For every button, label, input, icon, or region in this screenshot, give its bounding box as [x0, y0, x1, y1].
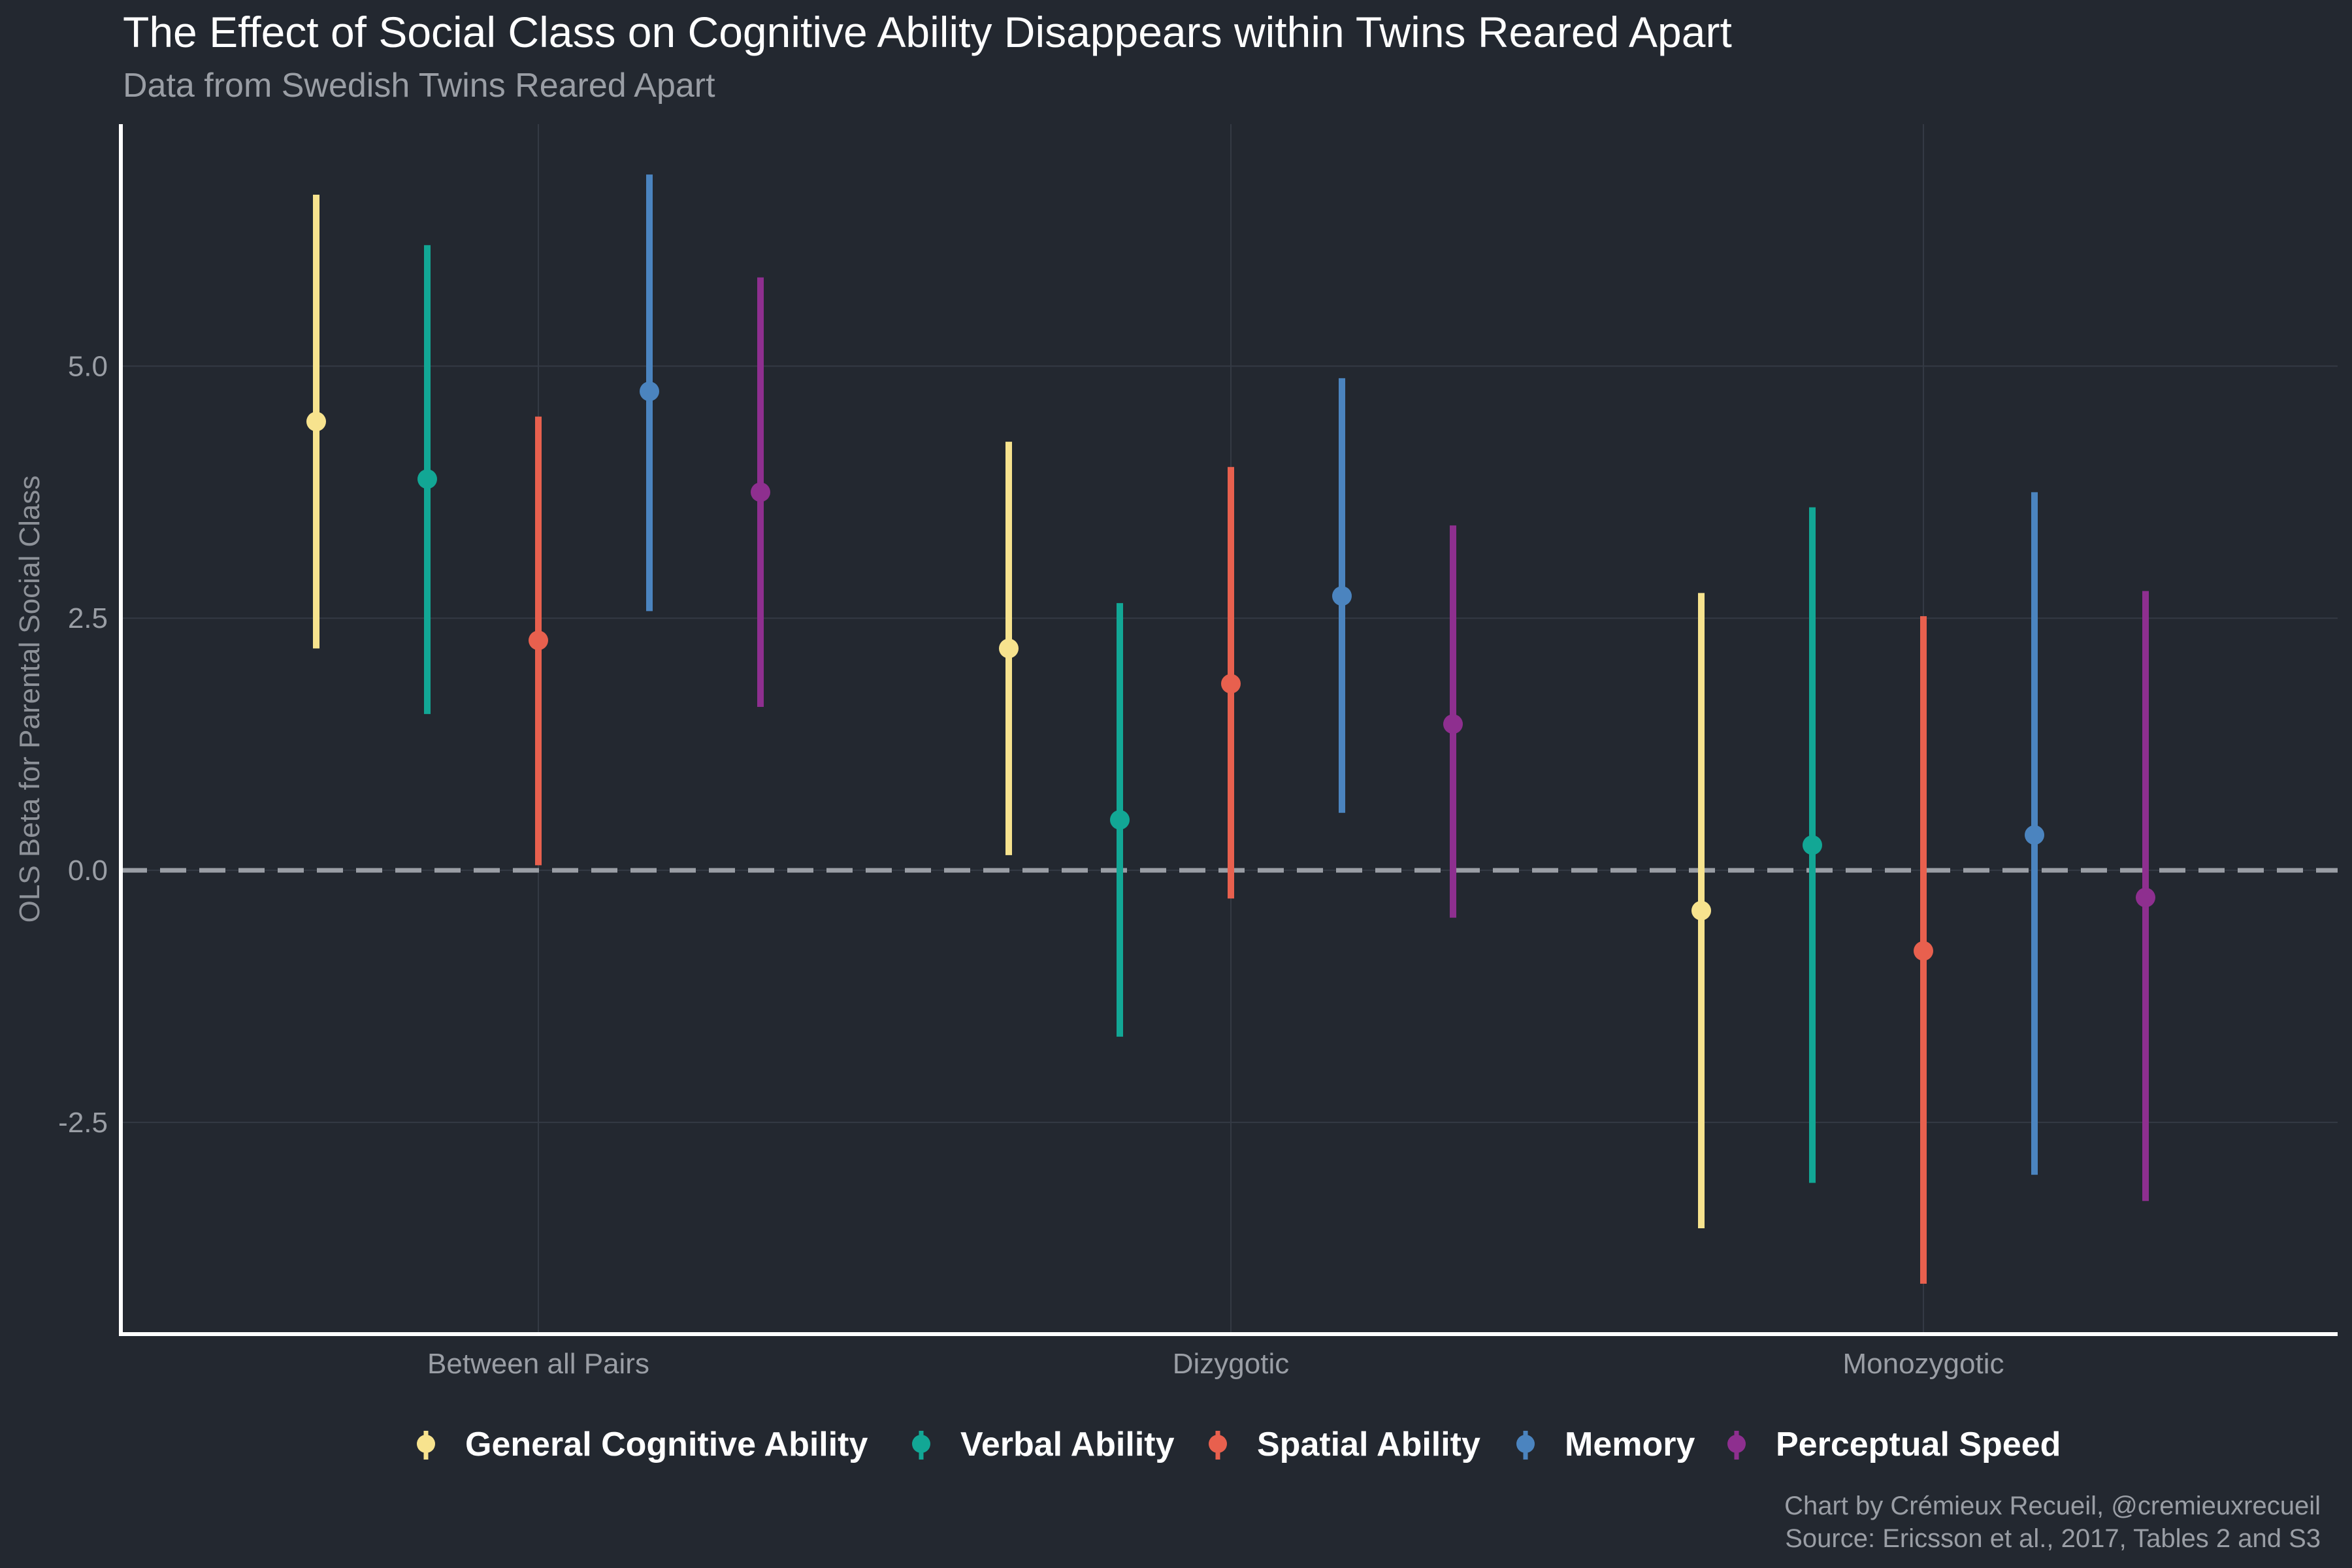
y-tick-labels: -2.5 0.0 2.5 5.0 — [58, 350, 108, 1139]
x-tick-label: Monozygotic — [1842, 1348, 2004, 1380]
point-estimate — [1221, 674, 1241, 694]
y-tick-label: 2.5 — [68, 602, 108, 634]
chart-title: The Effect of Social Class on Cognitive … — [123, 8, 1732, 56]
legend-label: General Cognitive Ability — [465, 1426, 868, 1463]
point-estimate — [999, 638, 1019, 659]
caption-credit: Chart by Crémieux Recueil, @cremieuxrecu… — [1784, 1492, 2321, 1520]
point-estimate — [1803, 835, 1822, 855]
x-tick-label: Between all Pairs — [427, 1348, 649, 1380]
point-estimate — [529, 630, 548, 651]
legend-label: Verbal Ability — [960, 1426, 1175, 1463]
error-bar-marks — [306, 174, 2155, 1284]
point-estimate — [1914, 941, 1933, 961]
legend-label: Memory — [1565, 1426, 1695, 1463]
caption-source: Source: Ericsson et al., 2017, Tables 2 … — [1785, 1524, 2321, 1553]
x-tick-label: Dizygotic — [1173, 1348, 1290, 1380]
legend-key-point — [1727, 1435, 1746, 1453]
point-estimate — [1110, 809, 1130, 830]
y-axis-label: OLS Beta for Parental Social Class — [14, 476, 46, 923]
legend-key-point — [1209, 1435, 1227, 1453]
point-estimate — [417, 469, 437, 489]
legend: General Cognitive Ability Verbal Ability S… — [417, 1426, 2061, 1463]
legend-label: Spatial Ability — [1257, 1426, 1480, 1463]
y-tick-label: -2.5 — [58, 1107, 108, 1139]
y-tick-label: 0.0 — [68, 855, 108, 887]
legend-key-point — [417, 1435, 435, 1453]
point-estimate — [2025, 825, 2044, 845]
y-tick-label: 5.0 — [68, 350, 108, 382]
point-estimate — [751, 482, 770, 502]
point-estimate — [306, 412, 326, 432]
legend-key-point — [912, 1435, 930, 1453]
chart-subtitle: Data from Swedish Twins Reared Apart — [123, 67, 715, 105]
x-tick-labels: Between all Pairs Dizygotic Monozygotic — [427, 1348, 2004, 1380]
point-estimate — [1691, 900, 1711, 921]
point-estimate — [1332, 586, 1352, 606]
legend-label: Perceptual Speed — [1776, 1426, 2061, 1463]
point-estimate — [1443, 714, 1463, 734]
point-estimate — [2136, 887, 2155, 907]
point-estimate — [640, 381, 659, 401]
legend-key-point — [1516, 1435, 1535, 1453]
